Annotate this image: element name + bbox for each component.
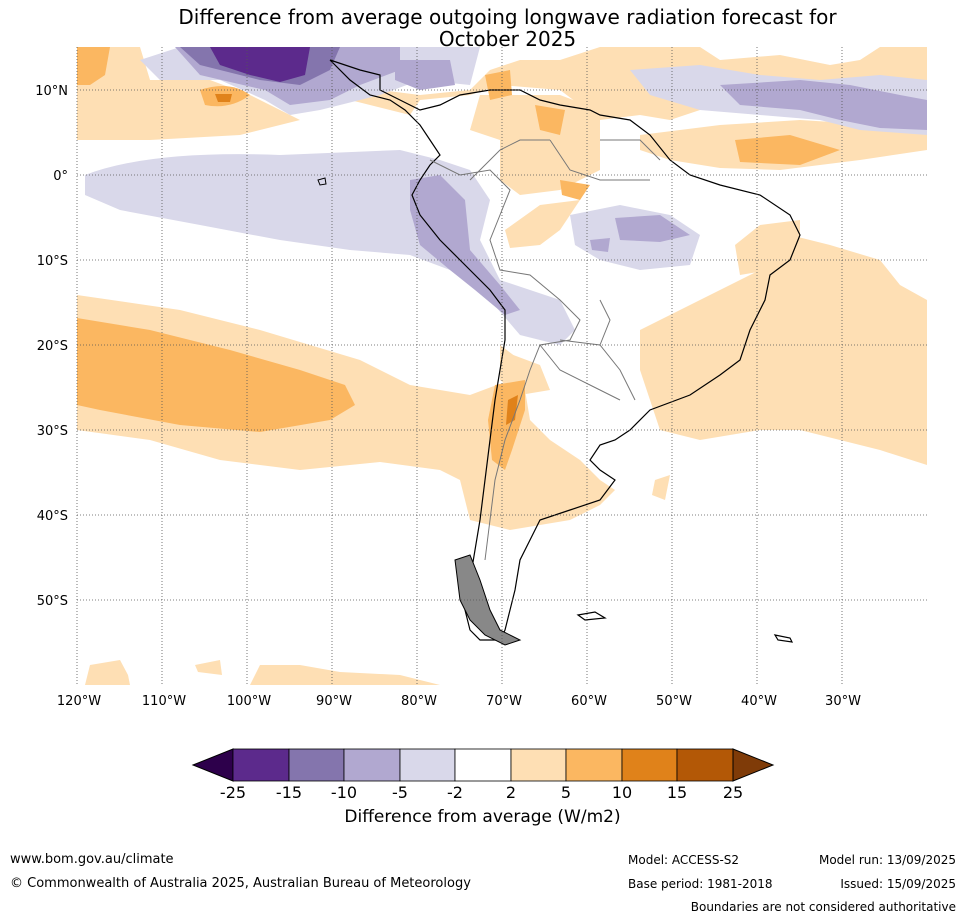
anomaly-region-strong-positive <box>77 47 110 85</box>
lon-label: 90°W <box>316 694 352 709</box>
colorbar-tick-label: -10 <box>330 783 358 802</box>
anomaly-region-strong-positive <box>77 318 355 432</box>
anomaly-shading <box>77 47 927 685</box>
anomaly-region-strong-positive <box>535 105 565 135</box>
lat-label: 20°S <box>37 339 68 354</box>
lon-label: 70°W <box>486 694 522 709</box>
colorbar-over-arrow <box>732 748 775 782</box>
south-atlantic-islands <box>576 611 794 643</box>
colorbar-tick-label: 5 <box>560 783 572 802</box>
colorbar-tick-label: -2 <box>447 783 463 802</box>
lon-label: 80°W <box>401 694 437 709</box>
anomaly-region-very-strong-positive <box>215 94 232 102</box>
anomaly-region-negative <box>395 60 455 90</box>
anomaly-region-positive <box>85 660 130 685</box>
anomaly-region-strong-positive <box>560 180 590 200</box>
copyright-text: © Commonwealth of Australia 2025, Austra… <box>10 876 471 891</box>
colorbar-tick-label: 25 <box>722 783 744 802</box>
website-link[interactable]: www.bom.gov.au/climate <box>10 852 174 867</box>
colorbar-tick-label: -15 <box>275 783 303 802</box>
colorbar-segment <box>454 748 512 782</box>
lon-label: 30°W <box>825 694 861 709</box>
anomaly-region-positive <box>77 47 300 140</box>
lat-label: 50°S <box>37 594 68 609</box>
gridlines <box>76 47 927 685</box>
anomaly-region-positive <box>640 235 927 465</box>
tierra-del-fuego <box>454 554 522 646</box>
anomaly-region-very-strong-positive <box>506 395 518 425</box>
anomaly-region-moderate-negative <box>410 175 520 315</box>
anomaly-region-strong-negative <box>210 47 310 82</box>
colorbar-segment <box>676 748 734 782</box>
colorbar-label: Difference from average (W/m2) <box>344 807 621 827</box>
colorbar <box>191 748 775 782</box>
lon-label: 110°W <box>142 694 186 709</box>
issued-info: Issued: 15/09/2025 <box>840 877 956 891</box>
lat-label: 10°N <box>35 84 68 99</box>
lat-label: 40°S <box>37 509 68 524</box>
colorbar-tick-label: 2 <box>505 783 517 802</box>
galapagos <box>317 177 327 186</box>
model-info: Model: ACCESS-S2 <box>628 853 740 867</box>
anomaly-region-positive <box>652 475 670 500</box>
south-america-coastline <box>329 59 801 641</box>
anomaly-region-moderate-negative <box>615 215 690 242</box>
base-period-info: Base period: 1981-2018 <box>628 877 773 891</box>
colorbar-segment <box>232 748 290 782</box>
anomaly-region-positive <box>735 220 800 275</box>
lat-label: 30°S <box>37 424 68 439</box>
anomaly-region-positive <box>505 200 580 248</box>
lat-label: 10°S <box>37 254 68 269</box>
lon-label: 120°W <box>57 694 101 709</box>
lon-label: 100°W <box>227 694 271 709</box>
anomaly-region-positive <box>195 660 222 675</box>
map-title-line-1: Difference from average outgoing longwav… <box>178 5 837 29</box>
colorbar-segment <box>399 748 456 782</box>
colorbar-segment <box>565 748 623 782</box>
anomaly-region-negative <box>720 80 927 130</box>
colorbar-tick-label: 15 <box>666 783 688 802</box>
colorbar-under-arrow <box>191 748 234 782</box>
anomaly-region-moderate-negative <box>590 238 610 252</box>
boundaries-disclaimer: Boundaries are not considered authoritat… <box>690 900 956 914</box>
anomaly-region-positive <box>250 665 440 685</box>
lon-label: 40°W <box>741 694 777 709</box>
lon-label: 50°W <box>656 694 692 709</box>
colorbar-segment <box>510 748 567 782</box>
colorbar-tick-label: 10 <box>611 783 633 802</box>
anomaly-region-positive <box>470 95 600 195</box>
lon-label: 60°W <box>571 694 607 709</box>
anomaly-region-strong-positive <box>735 135 840 165</box>
model-run-info: Model run: 13/09/2025 <box>818 853 956 867</box>
colorbar-tick-label: -5 <box>392 783 408 802</box>
colorbar-segment <box>621 748 678 782</box>
lat-label: 0° <box>53 169 68 184</box>
colorbar-segment <box>343 748 401 782</box>
colorbar-tick-label: -25 <box>219 783 247 802</box>
anomaly-region-strong-positive <box>485 70 512 100</box>
colorbar-segment <box>288 748 345 782</box>
